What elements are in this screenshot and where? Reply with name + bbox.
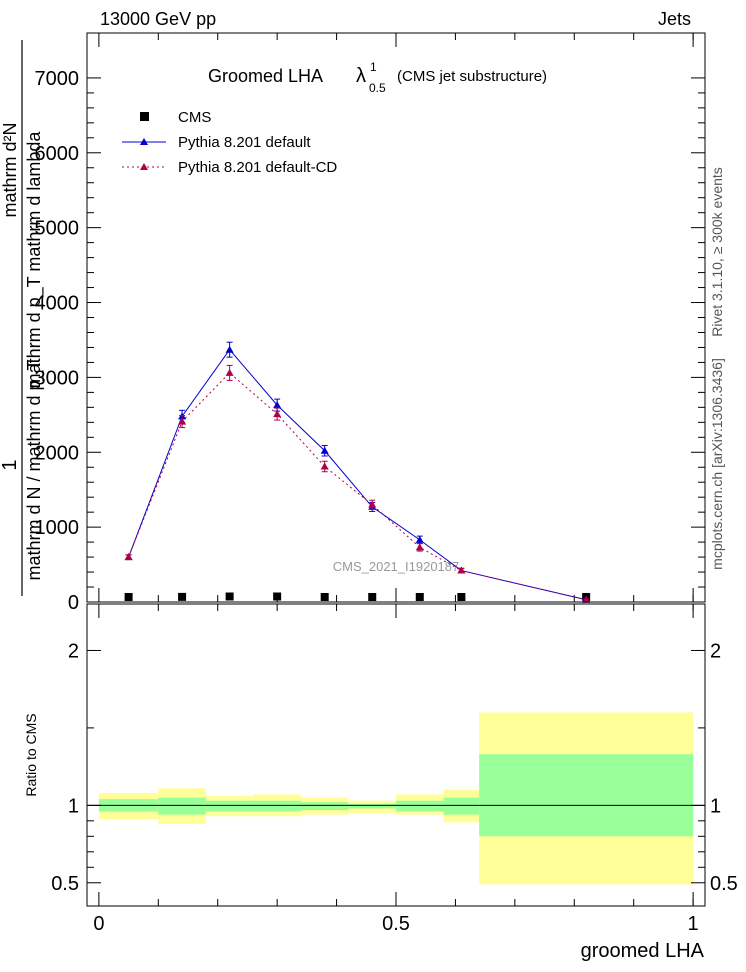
cms-data-point [457,593,466,601]
pythia-cd-point [415,543,424,551]
legend-cms-marker [140,112,149,121]
cms-data-point [124,593,133,601]
cms-data-point [273,592,282,601]
ratio-inner-band [158,797,206,815]
cms-data-point [178,592,187,601]
main-series [124,341,591,603]
main-panel: CMS_2021_I1920187 0 1000 2000 3000 4000 5000 6… [0,32,706,614]
pythia-cd-point [225,368,234,376]
watermark-label: CMS_2021_I1920187 [333,559,460,574]
ratio-inner-band [300,802,349,810]
main-ytick-label: 2000 [35,442,80,464]
ylabel-one: 1 [0,459,21,470]
ratio-ytick-label-right: 2 [710,640,721,662]
cms-data-point [368,593,377,601]
pythia-cd-point [124,553,133,561]
plot-title-main: Groomed LHA [208,66,323,86]
plot-title-note: (CMS jet substructure) [397,68,547,85]
ratio-ylabel: Ratio to CMS [23,713,39,796]
ratio-ytick-label: 0.5 [51,873,79,895]
rivet-annotation: Rivet 3.1.10, ≥ 300k events [709,167,725,337]
ratio-ytick-label: 1 [68,795,79,817]
ylabel-frac-numerator: mathrm d²N [0,122,20,217]
cms-data-point [320,593,329,601]
legend-pythia-cd-label: Pythia 8.201 default-CD [178,159,337,176]
pythia-default-point [273,401,282,409]
main-ytick-label: 0 [68,592,79,614]
plot-title: Groomed LHA λ 1 0.5 (CMS jet substructur… [208,60,547,95]
plot-title-subscript: 0.5 [369,81,386,95]
pythia-default-point [415,535,424,543]
pythia-cd-point [178,417,187,425]
main-ytick-label: 6000 [35,143,80,165]
ratio-frame [86,603,706,907]
ratio-inner-band [253,800,301,812]
ratio-inner-band [396,800,444,812]
main-ylabel: 1 mathrm d²N mathrm d p_T mathrm d lambd… [0,40,45,596]
ratio-inner-band [443,797,480,815]
pythia-cd-point [273,410,282,418]
header-energy: 13000 GeV pp [100,9,216,29]
pythia-cd-point [582,595,591,603]
main-frame [86,32,706,603]
ylabel-frac-denominator: mathrm d p_T mathrm d lambda [24,131,45,389]
legend-pythia-default-marker [140,138,148,145]
header-process: Jets [658,9,691,29]
ratio-ytick-label: 2 [68,640,79,662]
pythia-cd-point [457,566,466,574]
pythia-cd-point [368,500,377,508]
ratio-inner-band [348,803,396,809]
plot-title-superscript: 1 [370,60,377,74]
ratio-inner-band [205,800,254,812]
ratio-ytick-label-right: 0.5 [710,873,738,895]
legend-cms-label: CMS [178,109,211,126]
ratio-bands [98,712,694,885]
ratio-panel: 0.5 0.5 1 1 2 2 0 0.5 1 Ratio to CMS groomed LHA [23,603,738,962]
pythia-cd-point [320,462,329,470]
main-ytick-label: 7000 [35,68,80,90]
cms-data-point [225,592,234,601]
main-axis-ticks: 0 1000 2000 3000 4000 5000 6000 7000 [35,33,705,614]
ratio-ytick-label-right: 1 [710,795,721,817]
mcplots-annotation: mcplots.cern.ch [arXiv:1306.3436] [709,358,725,570]
main-ytick-label: 1000 [35,517,80,539]
legend: CMS Pythia 8.201 default Pythia 8.201 de… [122,109,337,176]
ylabel-dn-dpt: mathrm d N / mathrm d p_T [24,359,45,580]
ratio-xtick-label: 0.5 [382,913,410,935]
pythia-default-point [320,446,329,454]
cms-data-point [415,593,424,601]
ratio-xtick-label: 1 [688,913,699,935]
legend-pythia-default-label: Pythia 8.201 default [178,134,311,151]
main-ytick-label: 5000 [35,218,80,240]
main-ytick-label: 4000 [35,293,80,315]
legend-pythia-cd-marker [140,163,148,170]
ratio-xlabel: groomed LHA [581,940,705,962]
main-ytick-label: 3000 [35,367,80,389]
ratio-xtick-label: 0 [93,913,104,935]
plot-title-symbol: λ [356,65,366,87]
ratio-inner-band [479,754,694,837]
ratio-axis-ticks: 0.5 0.5 1 1 2 2 0 0.5 1 [51,604,738,935]
pythia-default-point [225,345,234,353]
